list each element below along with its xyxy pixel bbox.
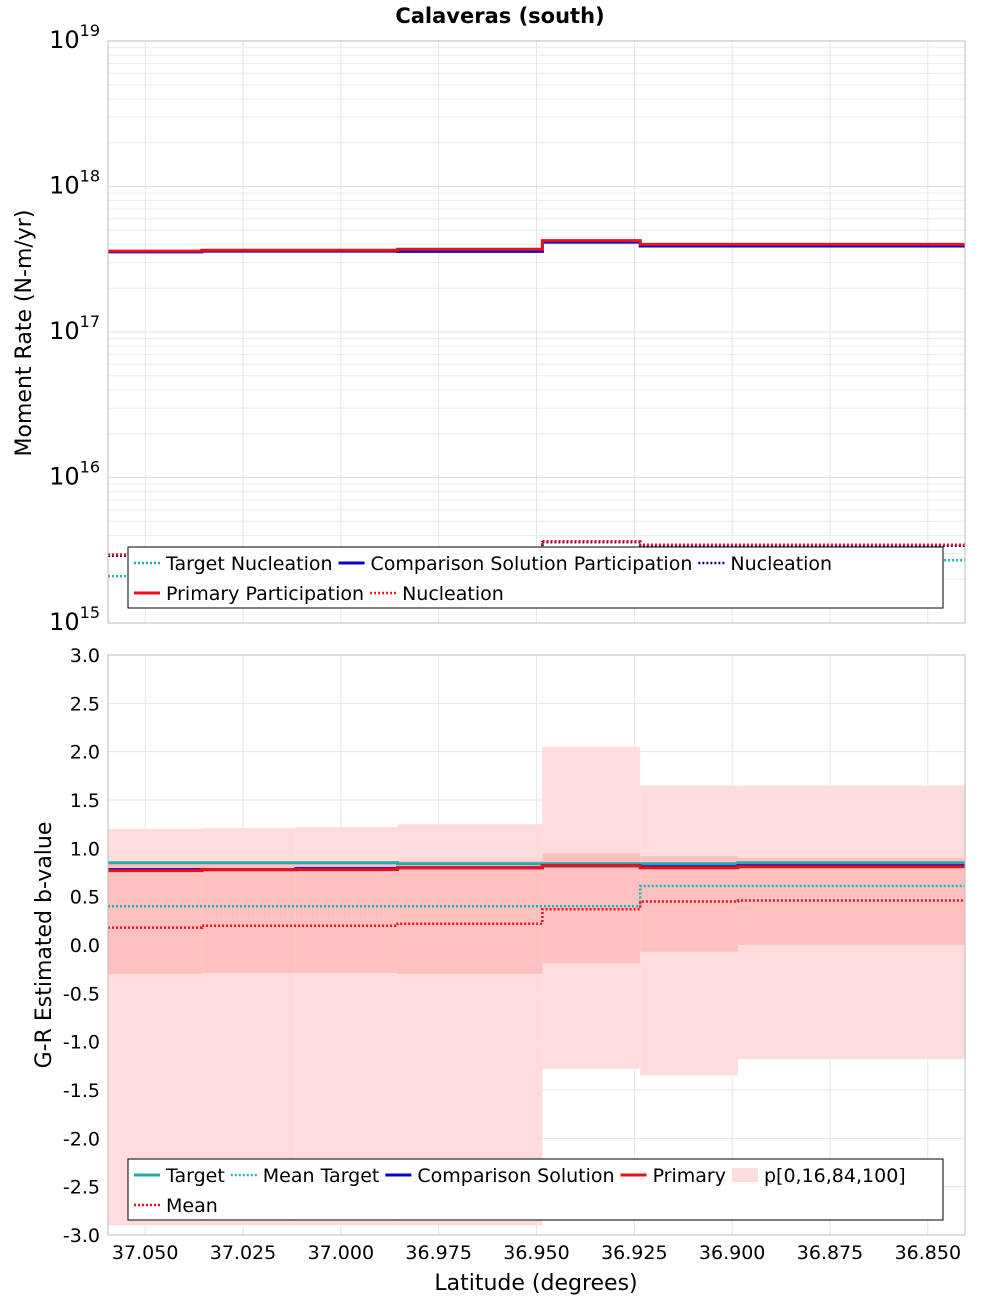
legend-label: Primary Participation xyxy=(166,583,364,605)
band-p16-p84 xyxy=(640,856,739,952)
y-tick-label: -0.5 xyxy=(63,983,100,1005)
legend-label: Nucleation xyxy=(730,553,832,575)
bvalue-legend: Target Mean Target Comparison Solution Prim… xyxy=(127,1158,944,1221)
moment-legend: Target Nucleation Comparison Solution Par… xyxy=(127,546,944,609)
moment-rate-axis-label: Moment Rate (N-m/yr) xyxy=(12,210,37,457)
legend-box xyxy=(127,1158,944,1221)
legend-label: Primary xyxy=(653,1165,726,1187)
x-tick-label: 36.950 xyxy=(503,1242,569,1264)
legend-label: Target xyxy=(165,1165,225,1187)
moment-y-ticks: 1015 1016 1017 1018 1019 xyxy=(49,21,100,636)
legend-item-primary-participation: Primary Participation xyxy=(134,583,364,605)
x-tick-label: 37.050 xyxy=(112,1242,178,1264)
y-tick-label: 0.0 xyxy=(70,935,100,957)
band-p16-p84 xyxy=(397,860,543,974)
x-tick-label: 36.925 xyxy=(601,1242,667,1264)
y-tick-label: 1018 xyxy=(49,167,100,200)
band-p16-p84 xyxy=(738,858,965,945)
legend-item-mean: Mean xyxy=(134,1195,218,1217)
legend-item-comparison-solution-participation: Comparison Solution Participation xyxy=(338,553,693,575)
series-mean-target-line xyxy=(108,884,965,908)
y-tick-label: -3.0 xyxy=(63,1225,100,1247)
band-p16-p84 xyxy=(295,861,398,974)
legend-item-mean-target: Mean Target xyxy=(230,1165,380,1187)
y-tick-label: -2.5 xyxy=(63,1177,100,1199)
x-tick-label: 37.025 xyxy=(210,1242,276,1264)
legend-item-nucleation: Nucleation xyxy=(698,553,832,575)
bvalue-y-ticks: -3.0 -2.5 -2.0 -1.5 -1.0 -0.5 0.0 0.5 1.0 1.5 2.0 2… xyxy=(63,645,100,1247)
y-tick-label: 1.5 xyxy=(70,790,100,812)
y-tick-label: -1.0 xyxy=(63,1032,100,1054)
legend-item-p-0-16-84-100-: p[0,16,84,100] xyxy=(731,1165,906,1187)
y-tick-label: 1015 xyxy=(49,603,100,636)
legend-label: p[0,16,84,100] xyxy=(764,1165,906,1187)
x-tick-label: 36.900 xyxy=(699,1242,765,1264)
y-tick-label: 1.0 xyxy=(70,838,100,860)
y-tick-label: -2.0 xyxy=(63,1128,100,1150)
b-value-axis-label: G-R Estimated b-value xyxy=(32,822,57,1069)
y-tick-label: 1016 xyxy=(49,458,100,491)
legend-item-comparison-solution: Comparison Solution xyxy=(385,1165,615,1187)
x-tick-label: 36.975 xyxy=(405,1242,471,1264)
band-p16-p84 xyxy=(108,862,202,974)
y-tick-label: 1017 xyxy=(49,312,100,345)
y-tick-label: 2.5 xyxy=(70,693,100,715)
bvalue-series xyxy=(108,861,965,929)
series-primary-line xyxy=(108,864,965,873)
legend-swatch xyxy=(731,1168,758,1182)
x-tick-label: 36.850 xyxy=(895,1242,961,1264)
y-tick-label: -1.5 xyxy=(63,1080,100,1102)
legend-item-nucleation: Nucleation xyxy=(370,583,504,605)
legend-box xyxy=(127,546,944,609)
y-tick-label: 0.5 xyxy=(70,887,100,909)
band-p16-p84 xyxy=(201,861,296,974)
x-ticks: 37.050 37.025 37.000 36.975 36.950 36.925 36.9… xyxy=(112,1242,961,1264)
y-tick-label: 1019 xyxy=(49,21,100,54)
legend-label: Mean Target xyxy=(263,1165,380,1187)
legend-label: Nucleation xyxy=(402,583,504,605)
x-axis-label: Latitude (degrees) xyxy=(434,1271,637,1296)
moment-rate-panel: 1015 1016 1017 1018 1019 Target Nucleation Com… xyxy=(49,21,966,636)
legend-item-primary: Primary xyxy=(620,1165,726,1187)
b-value-panel: -3.0 -2.5 -2.0 -1.5 -1.0 -0.5 0.0 0.5 1.0 1.5 2.0 2… xyxy=(63,645,966,1264)
y-tick-label: 3.0 xyxy=(70,645,100,667)
series-mean-line xyxy=(108,899,965,929)
series-primary-participation-line xyxy=(108,239,965,253)
chart-title: Calaveras (south) xyxy=(395,4,604,28)
moment-plot-frame xyxy=(107,40,966,624)
series-target-line xyxy=(108,861,965,866)
y-tick-label: 2.0 xyxy=(70,742,100,764)
legend-label: Comparison Solution xyxy=(417,1165,614,1187)
legend-label: Target Nucleation xyxy=(165,553,333,575)
x-tick-label: 36.875 xyxy=(797,1242,863,1264)
legend-item-target: Target xyxy=(134,1165,225,1187)
legend-label: Mean xyxy=(166,1195,218,1217)
legend-label: Comparison Solution Participation xyxy=(371,553,693,575)
moment-grid xyxy=(108,41,965,624)
bvalue-plot-frame xyxy=(107,654,966,1236)
x-tick-label: 37.000 xyxy=(308,1242,374,1264)
legend-item-target-nucleation: Target Nucleation xyxy=(134,553,333,575)
